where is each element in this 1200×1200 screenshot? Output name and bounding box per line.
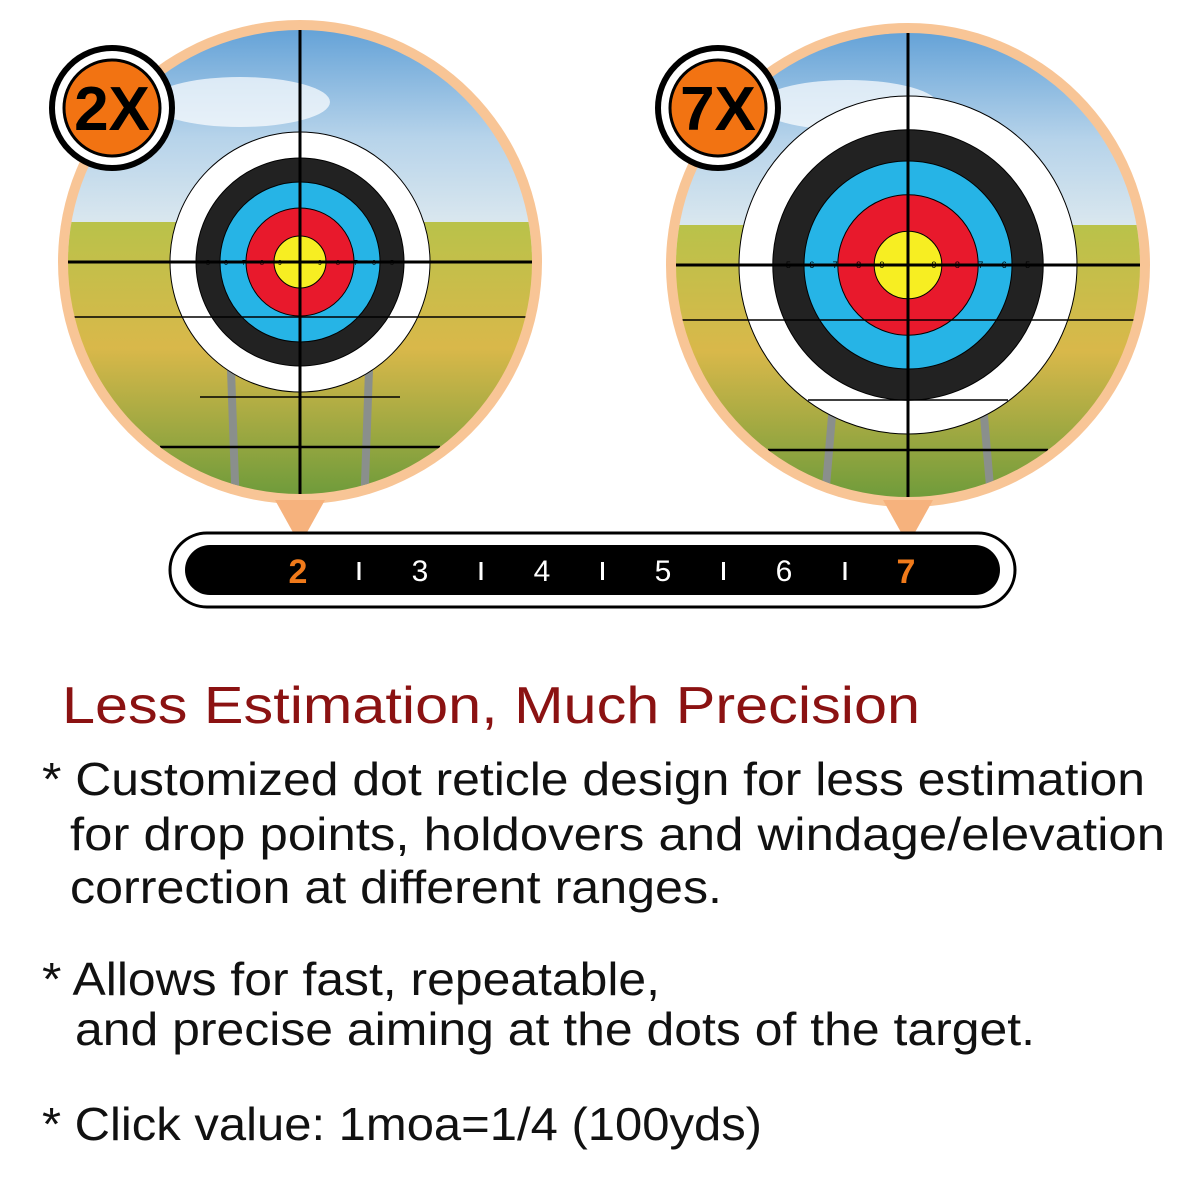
bullet-line: correction at different ranges. (70, 861, 722, 913)
badge-label: 7X (680, 75, 756, 144)
bullets: * Customized dot reticle design for less… (42, 753, 1165, 1150)
bullet-line: for drop points, holdovers and windage/e… (70, 808, 1165, 860)
pointer (883, 500, 933, 545)
scale-tick (601, 562, 604, 580)
scale-label: 4 (534, 555, 551, 588)
bullet-line: * Allows for fast, repeatable, (42, 953, 660, 1005)
scale-tick (479, 562, 483, 580)
bullet-line: and precise aiming at the dots of the ta… (75, 1003, 1035, 1055)
scale-label: 3 (412, 555, 429, 588)
scale-bar (185, 545, 1000, 595)
bullet-line: * Click value: 1moa=1/4 (100yds) (42, 1098, 762, 1150)
bullet-line: * Customized dot reticle design for less… (42, 753, 1145, 805)
cloud (150, 77, 330, 127)
scale-label: 2 (289, 553, 308, 591)
scale-label: 5 (655, 555, 672, 588)
scale-label: 7 (897, 553, 916, 591)
scale-label: 6 (776, 555, 793, 588)
scale-tick (722, 562, 725, 580)
scale-tick (843, 562, 847, 580)
badge-label: 2X (74, 75, 150, 144)
scale-tick (357, 562, 361, 580)
scopes: 55667788995566778899 (58, 20, 1150, 507)
zoom-scale: 2 3 4 5 6 7 (168, 500, 1017, 609)
heading: Less Estimation, Much Precision (62, 677, 920, 735)
badge: 2X (49, 45, 175, 171)
badge: 7X (655, 45, 781, 171)
pointer (275, 500, 325, 545)
